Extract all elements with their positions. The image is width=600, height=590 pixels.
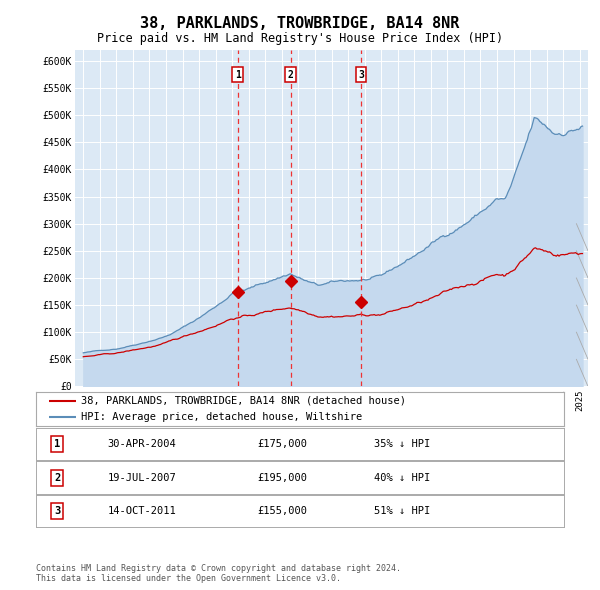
Text: 35% ↓ HPI: 35% ↓ HPI [374, 439, 430, 449]
Text: 38, PARKLANDS, TROWBRIDGE, BA14 8NR: 38, PARKLANDS, TROWBRIDGE, BA14 8NR [140, 16, 460, 31]
Text: 2: 2 [54, 473, 60, 483]
Text: 30-APR-2004: 30-APR-2004 [107, 439, 176, 449]
Text: £175,000: £175,000 [258, 439, 308, 449]
Text: Price paid vs. HM Land Registry's House Price Index (HPI): Price paid vs. HM Land Registry's House … [97, 32, 503, 45]
Text: 2: 2 [288, 70, 294, 80]
Text: 14-OCT-2011: 14-OCT-2011 [107, 506, 176, 516]
Text: 3: 3 [54, 506, 60, 516]
Text: £195,000: £195,000 [258, 473, 308, 483]
Text: 51% ↓ HPI: 51% ↓ HPI [374, 506, 430, 516]
Text: 38, PARKLANDS, TROWBRIDGE, BA14 8NR (detached house): 38, PARKLANDS, TROWBRIDGE, BA14 8NR (det… [81, 396, 406, 406]
Text: 3: 3 [358, 70, 364, 80]
Text: Contains HM Land Registry data © Crown copyright and database right 2024.
This d: Contains HM Land Registry data © Crown c… [36, 564, 401, 584]
Text: 40% ↓ HPI: 40% ↓ HPI [374, 473, 430, 483]
Text: HPI: Average price, detached house, Wiltshire: HPI: Average price, detached house, Wilt… [81, 412, 362, 422]
Text: £155,000: £155,000 [258, 506, 308, 516]
Text: 1: 1 [54, 439, 60, 449]
Text: 19-JUL-2007: 19-JUL-2007 [107, 473, 176, 483]
Text: 1: 1 [235, 70, 241, 80]
